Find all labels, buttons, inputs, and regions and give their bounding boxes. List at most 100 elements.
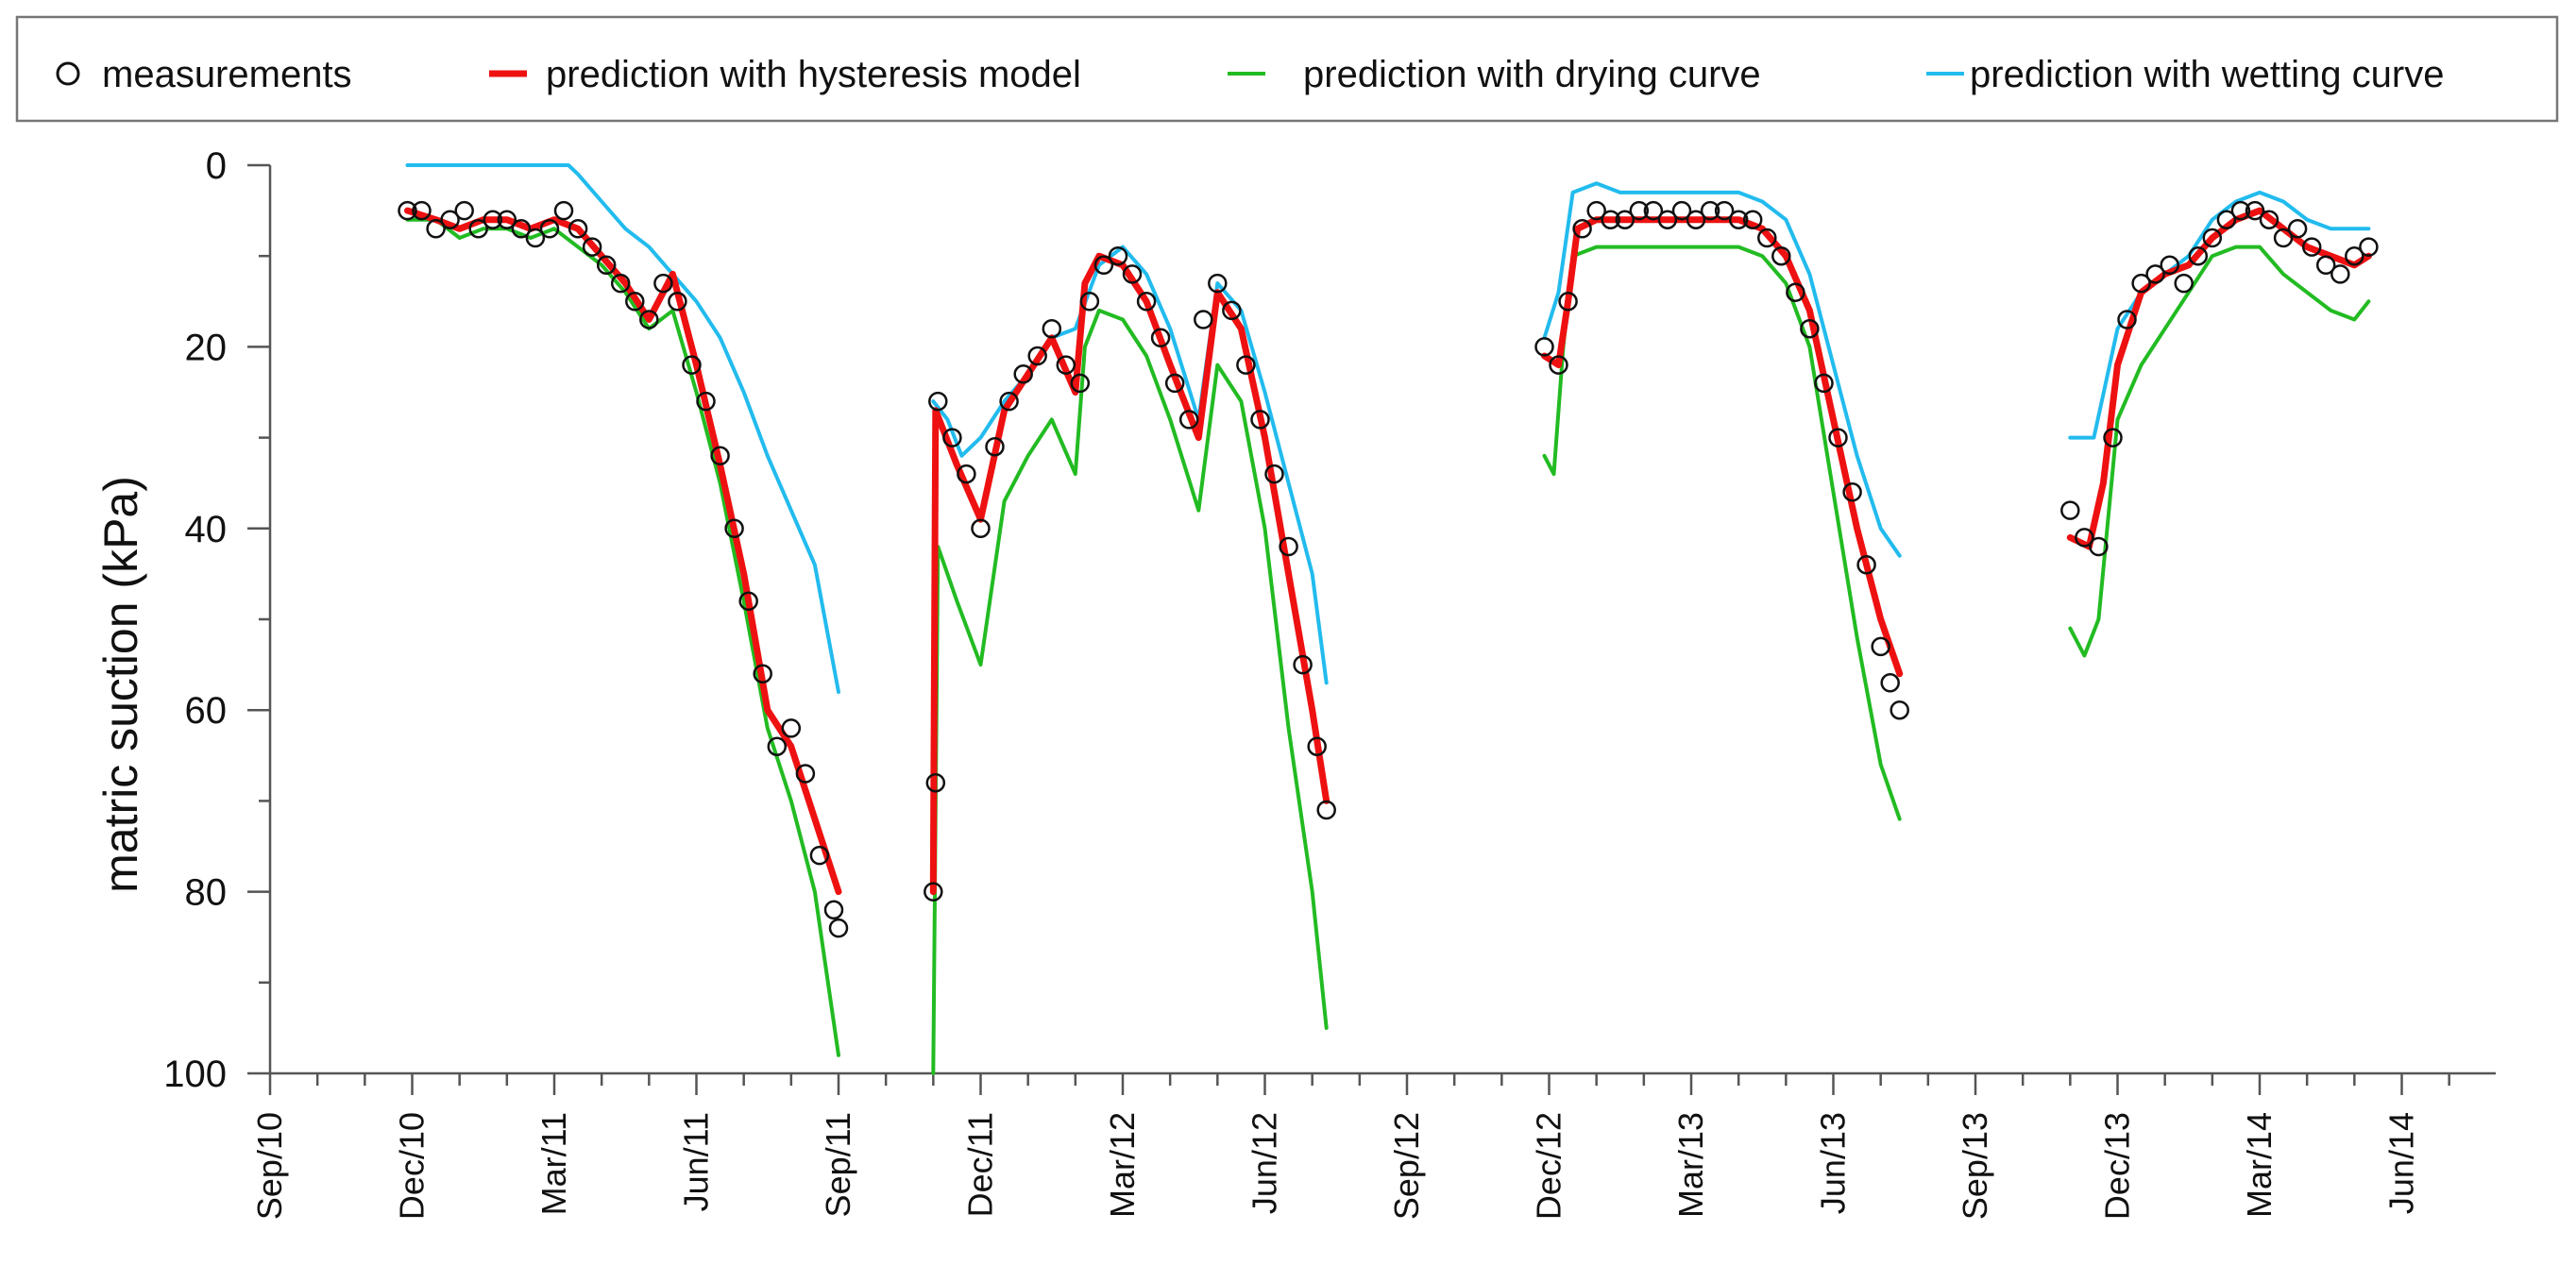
legend: measurements prediction with hysteresis …: [15, 15, 2559, 123]
measurement-point: [2075, 528, 2094, 548]
measurement-point: [2230, 200, 2251, 221]
measurement-point: [2330, 264, 2350, 284]
y-tick-label: 20: [185, 327, 228, 368]
measurement-point: [1093, 255, 1114, 276]
series-line-prediction-with-wetting-curve: [1542, 181, 1902, 558]
measurement-point: [412, 200, 432, 221]
measurement-point: [1880, 673, 1900, 693]
x-tick-label: Mar/14: [2240, 1112, 2279, 1218]
series-line-prediction-with-hysteresis-model: [2066, 207, 2372, 550]
measurement-point: [942, 428, 962, 447]
series-prediction-with-wetting-curve: [405, 163, 2371, 694]
measurement-point: [738, 591, 758, 612]
measurement-point: [2245, 200, 2265, 221]
measurement-point: [925, 772, 946, 793]
legend-box: [15, 15, 2559, 123]
measurement-point: [924, 882, 943, 902]
series-line-prediction-with-drying-curve: [2068, 245, 2371, 658]
measurement-point: [1586, 200, 1606, 221]
measurement-point: [1728, 210, 1749, 229]
x-tick-label: Jun/11: [677, 1112, 716, 1211]
x-tick-label: Jun/14: [2382, 1112, 2421, 1214]
measurement-point: [1013, 364, 1033, 384]
measurement-point: [1250, 410, 1270, 430]
measurement-point: [1686, 210, 1706, 229]
measurement-point: [1108, 245, 1128, 266]
y-ticks: 0 20 40 60 80 100: [163, 145, 270, 1095]
measurement-point: [1800, 318, 1820, 339]
measurement-point: [2103, 428, 2123, 447]
x-tick-label: Sep/11: [819, 1112, 857, 1217]
measurement-point: [2345, 245, 2364, 266]
measurement-point: [928, 391, 948, 412]
measurement-point: [1549, 355, 1568, 375]
measurement-point: [1136, 292, 1157, 312]
measurement-point: [1194, 310, 1213, 329]
measurement-point: [511, 219, 532, 239]
measurement-point: [1814, 373, 1834, 394]
series-prediction-with-drying-curve: [405, 217, 2371, 1075]
x-tick-label: Dec/10: [393, 1112, 432, 1220]
measurement-point: [2315, 255, 2336, 276]
measurement-point: [957, 464, 976, 484]
series-line-prediction-with-hysteresis-model: [404, 207, 842, 896]
measurement-point: [795, 764, 816, 784]
measurement-point: [398, 200, 417, 221]
measurement-point: [668, 292, 687, 312]
measurement-point: [1236, 355, 1256, 375]
measurement-point: [653, 273, 673, 294]
series-line-prediction-with-wetting-curve: [931, 245, 1329, 685]
series-layer: [398, 163, 2379, 1075]
series-line-prediction-with-wetting-curve: [405, 163, 840, 694]
measurement-point: [1771, 245, 1791, 266]
series-line-prediction-with-drying-curve: [1542, 245, 1902, 821]
measurement-point: [999, 391, 1019, 412]
measurement-point: [1534, 337, 1554, 357]
measurement-point: [1856, 555, 1876, 575]
measurement-point: [2259, 210, 2279, 229]
measurement-point: [828, 918, 849, 938]
y-tick-label: 60: [185, 690, 228, 732]
measurement-point: [525, 228, 546, 248]
legend-label-hysteresis: prediction with hysteresis model: [546, 54, 1081, 95]
measurement-point: [1042, 318, 1062, 339]
measurement-point: [2089, 536, 2109, 557]
measurement-point: [971, 518, 991, 539]
measurement-point: [2145, 264, 2165, 284]
x-ticks: Sep/10 Dec/10 Mar/11 Jun/11 Sep/11 Dec/11 Mar/…: [250, 1073, 2450, 1220]
measurement-point: [2202, 228, 2223, 248]
measurement-point: [1070, 373, 1091, 394]
measurement-point: [568, 219, 588, 239]
measurement-point: [440, 210, 460, 229]
series-line-prediction-with-drying-curve: [405, 217, 840, 1057]
y-tick-label: 100: [163, 1054, 227, 1095]
measurement-point: [1164, 373, 1185, 394]
series-measurements: [398, 200, 2379, 938]
y-axis-title: matric suction (kPa): [94, 476, 147, 893]
x-tick-label: Sep/13: [1956, 1112, 1994, 1220]
measurement-point: [1316, 800, 1336, 820]
measurement-point: [1601, 210, 1620, 229]
legend-label-wetting: prediction with wetting curve: [1970, 54, 2444, 95]
measurement-point: [539, 219, 560, 239]
measurement-point: [497, 210, 517, 229]
x-tick-label: Sep/10: [250, 1112, 289, 1220]
measurement-point: [1293, 654, 1313, 675]
measurement-point: [596, 255, 617, 276]
measurement-point: [823, 900, 844, 920]
x-tick-label: Jun/13: [1814, 1112, 1853, 1214]
measurement-point: [696, 391, 716, 412]
measurement-point: [809, 845, 830, 866]
measurement-point: [1150, 328, 1171, 348]
measurement-point: [468, 219, 488, 239]
measurement-point: [985, 436, 1005, 457]
measurement-point: [2188, 245, 2209, 266]
measurement-point: [610, 273, 631, 294]
measurement-point: [1714, 200, 1735, 221]
measurement-point: [2273, 228, 2294, 248]
measurement-point: [682, 355, 702, 375]
measurement-point: [753, 664, 772, 683]
y-tick-label: 80: [185, 872, 228, 914]
measurement-point: [1056, 355, 1076, 375]
measurement-point: [639, 310, 659, 329]
